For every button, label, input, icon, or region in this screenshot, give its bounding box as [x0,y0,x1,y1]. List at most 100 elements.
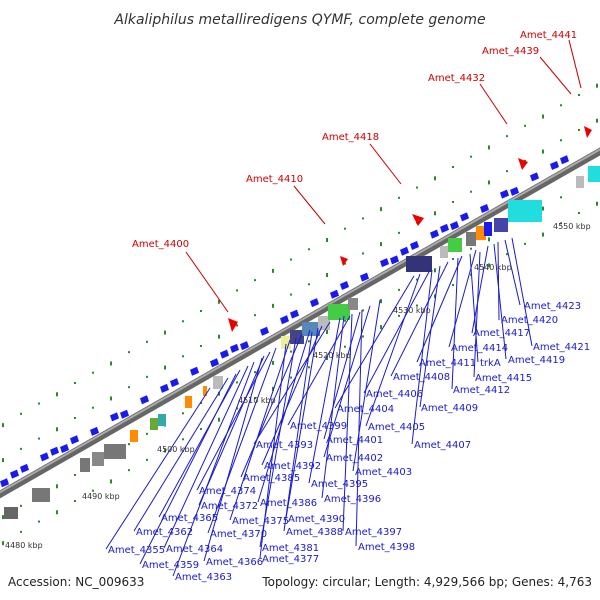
gene-arrow [460,212,469,222]
guide-dot [110,396,112,401]
gene-label: Amet_4417 [473,328,530,339]
gene-arrow [560,155,569,165]
gene-arrow [190,366,199,376]
guide-dot [92,406,94,409]
guide-dot [308,283,310,286]
callout-line [196,351,271,491]
blue-gene-labels: Amet_4423 Amet_4420 Amet_4421 Amet_4417 … [108,301,590,583]
callout-line [323,311,361,440]
callout-line [308,317,341,484]
guide-dot [110,361,112,366]
guide-dot [542,149,544,154]
gene-label: Amet_4402 [326,453,383,464]
callout-line [342,313,353,532]
gene-arrow [70,435,79,445]
guide-dot [218,299,220,304]
callout-line [411,269,433,445]
gene-label: trkA [480,358,501,369]
gene-arrow [230,343,239,353]
gene-arrow [160,383,169,393]
gene-label: Amet_4381 [262,543,319,554]
callout-line [133,377,229,532]
guide-dot [452,284,454,286]
gene-label: Amet_4403 [355,467,412,478]
guide-dot [218,391,220,396]
guide-dot [470,273,472,276]
accession-text: Accession: NC_009633 [8,575,144,589]
guide-dot [20,530,22,533]
gene-arrow [240,341,249,351]
guide-dot [20,412,22,415]
gene-arrow [90,426,99,436]
guide-dot [182,412,184,415]
gene-arrow [500,189,509,199]
gene-label: Amet_4395 [311,479,368,490]
guide-dot [272,303,274,308]
gene-label: Amet_4385 [243,473,300,484]
guide-dot [344,262,346,265]
guide-dot [236,407,238,410]
gene-arrow [210,358,219,368]
red-gene-markers [228,126,592,332]
gene-label: Amet_4400 [132,239,189,250]
guide-dot [542,232,544,237]
guide-dot [398,231,400,234]
callout-line [207,347,277,534]
gene-label: Amet_4377 [262,554,319,565]
gene-arrow [40,452,49,462]
guide-dot [362,309,364,312]
gene-arrow [220,349,229,359]
guide-dot [542,114,544,119]
red-gene-labels: Amet_4400 Amet_4410 Amet_4418 Amet_4432 … [132,30,577,250]
guide-dot [2,541,4,546]
guide-dot [74,474,76,476]
callout-line [229,339,291,521]
guide-dot [218,334,220,339]
gene-arrow [110,412,119,422]
guide-dot [290,258,292,261]
guide-dot [200,402,202,404]
guide-dot [254,397,256,400]
guide-dot [506,170,508,173]
callout-line [203,357,263,562]
callout-line [323,305,371,458]
guide-dot [362,335,364,338]
kbp-label: 4480 kbp [5,541,43,550]
guide-dot [434,176,436,181]
guide-dot [290,350,292,353]
gene-label: Amet_4390 [288,514,345,525]
gene-label: Amet_4365 [161,513,218,524]
guide-dot [452,201,454,203]
callout-line [390,261,449,377]
gene-label: Amet_4406 [366,389,423,400]
callout-line [285,327,319,519]
kbp-label: 4490 kbp [82,492,120,501]
guide-dot [272,268,274,273]
callout-line [163,365,249,549]
gene-arrow [140,395,149,405]
gene-arrow [430,229,439,239]
guide-dot [560,104,562,107]
callout-line [493,243,507,360]
guide-dot [182,355,184,358]
guide-dot [272,386,274,391]
guide-dot [218,417,220,422]
gene-arrow [400,246,409,256]
guide-dot [236,324,238,327]
callout-line [355,309,363,547]
callout-line [473,251,481,378]
gene-arrow [380,258,389,268]
gene-arrow [360,272,369,282]
gene-label: Amet_4364 [166,544,223,555]
gene-label: Amet_4441 [520,30,577,41]
kbp-scale: 4480 kbp 4490 kbp 4500 kbp 4510 kbp 4520… [5,222,591,550]
guide-dot [452,258,454,260]
guide-dot [20,447,22,450]
guide-dot [326,273,328,277]
guide-dot [56,510,58,515]
callout-line [497,241,500,321]
guide-dot [398,196,400,199]
guide-dot [326,330,328,334]
guide-dot [254,314,256,317]
guide-dot [254,371,256,374]
